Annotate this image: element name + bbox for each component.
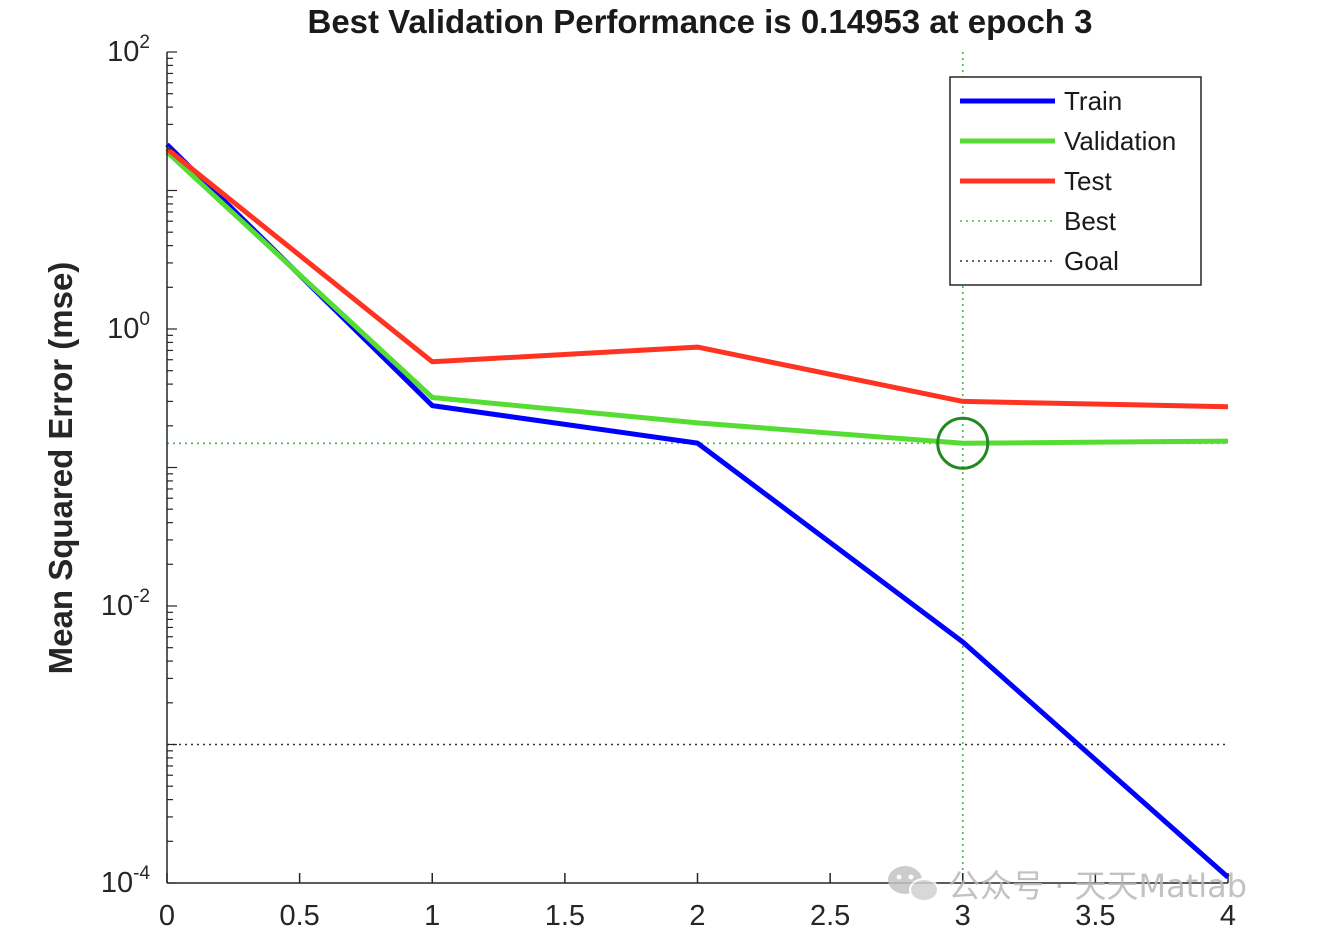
y-tick-label: 100 xyxy=(107,309,150,345)
x-tick-label: 4 xyxy=(1220,900,1236,932)
x-tick-label: 2.5 xyxy=(810,900,850,932)
watermark: 公众号 · 天天Matlab xyxy=(888,866,1247,905)
watermark-text: 公众号 · 天天Matlab xyxy=(948,867,1247,905)
x-tick-label: 3 xyxy=(955,900,971,932)
legend-label-best: Best xyxy=(1064,206,1117,236)
legend-label-test: Test xyxy=(1064,166,1112,196)
series-lines xyxy=(165,142,1230,880)
legend: Train Validation Test Best Goal xyxy=(949,76,1202,286)
x-ticks: 0 0.5 1 1.5 2 2.5 3 3.5 4 xyxy=(159,873,1236,932)
y-ticks: 102 100 10-2 10-4 xyxy=(101,32,177,899)
y-tick-label: 102 xyxy=(107,32,150,68)
legend-label-goal: Goal xyxy=(1064,246,1119,276)
best-marker xyxy=(936,416,990,470)
x-tick-label: 0.5 xyxy=(279,900,319,932)
x-tick-label: 1.5 xyxy=(545,900,585,932)
x-tick-label: 3.5 xyxy=(1075,900,1115,932)
y-axis-label: Mean Squared Error (mse) xyxy=(42,262,79,675)
legend-label-train: Train xyxy=(1064,86,1122,116)
y-tick-label: 10-2 xyxy=(101,586,150,622)
best-marker-group xyxy=(936,416,990,470)
legend-label-validation: Validation xyxy=(1064,126,1176,156)
series-line-test xyxy=(165,146,1229,410)
x-tick-label: 2 xyxy=(689,900,705,932)
x-tick-label: 1 xyxy=(424,900,440,932)
x-tick-label: 0 xyxy=(159,900,175,932)
y-tick-label: 10-4 xyxy=(101,863,151,899)
series-line-validation xyxy=(165,150,1229,446)
chart-title: Best Validation Performance is 0.14953 a… xyxy=(307,3,1092,40)
wechat-icon xyxy=(888,866,939,902)
